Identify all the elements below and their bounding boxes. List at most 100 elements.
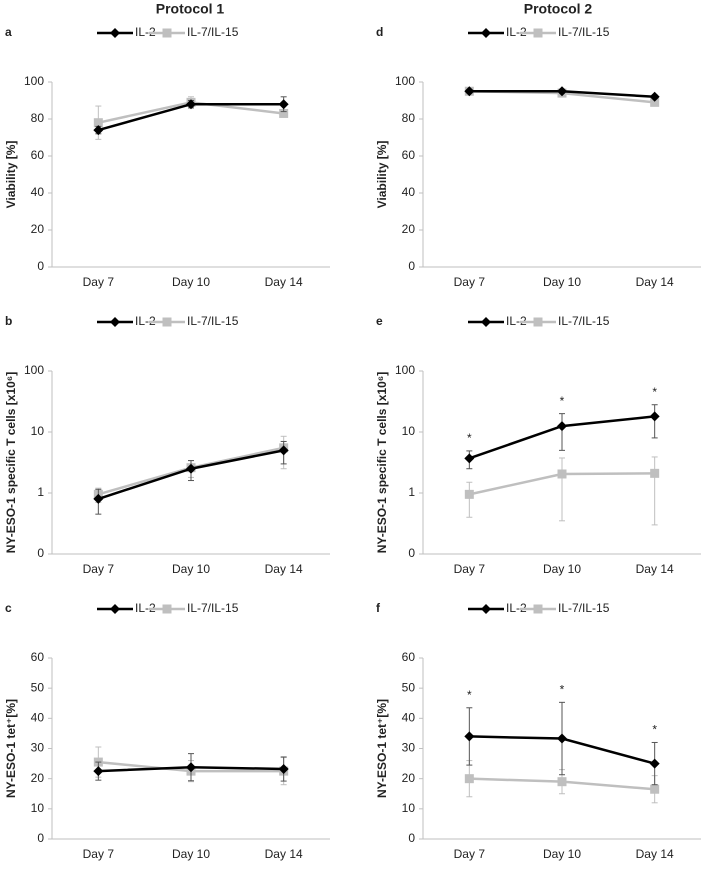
y-tick-label: 0 — [408, 546, 415, 560]
y-tick-label: 1 — [408, 485, 415, 499]
point — [533, 317, 543, 327]
point — [186, 762, 196, 773]
panel-label: a — [5, 25, 12, 39]
error-bar — [559, 413, 565, 451]
x-tick-label: Day 14 — [265, 847, 303, 861]
error-bar — [466, 481, 473, 518]
y-tick-label: 40 — [402, 711, 416, 725]
legend-label: IL-7/IL-15 — [187, 601, 239, 615]
legend-label: IL-2 — [506, 601, 527, 615]
y-tick-label: 0 — [37, 546, 44, 560]
point — [464, 731, 475, 742]
point — [278, 764, 289, 775]
y-tick-label: 10 — [402, 801, 416, 815]
legend-label: IL-7/IL-15 — [187, 314, 239, 328]
y-tick-label: 40 — [402, 185, 416, 199]
point — [481, 604, 491, 614]
y-axis-label: NY-ESO-1 tet⁺[%] — [375, 699, 389, 798]
column-header: Protocol 1 — [156, 1, 225, 17]
significance: * — [467, 431, 472, 445]
panel-label: b — [5, 314, 12, 328]
point — [93, 493, 104, 504]
y-axis-label: NY-ESO-1 tet⁺[%] — [4, 699, 18, 798]
point — [557, 86, 567, 97]
point — [557, 421, 567, 432]
point — [464, 86, 475, 97]
point — [557, 469, 567, 479]
x-tick-label: Day 7 — [83, 562, 115, 576]
y-tick-label: 20 — [402, 222, 416, 236]
point — [533, 604, 543, 614]
x-tick-label: Day 10 — [172, 562, 210, 576]
panel-label: d — [376, 25, 383, 39]
legend-label: IL-2 — [506, 314, 527, 328]
legend-label: IL-2 — [135, 314, 156, 328]
legend-label: IL-2 — [135, 601, 156, 615]
y-tick-label: 40 — [31, 185, 45, 199]
y-tick-label: 80 — [402, 111, 416, 125]
significance: * — [467, 688, 472, 702]
point — [649, 91, 660, 102]
x-tick-label: Day 10 — [543, 275, 581, 289]
point — [278, 99, 289, 110]
y-tick-label: 100 — [395, 74, 415, 88]
point — [650, 784, 660, 794]
y-axis-label: NY-ESO-1 specific T cells [x10⁶] — [375, 372, 389, 554]
point — [650, 468, 660, 478]
point — [110, 28, 120, 38]
y-axis-label: Viability [%] — [4, 141, 18, 209]
x-tick-label: Day 7 — [454, 562, 486, 576]
y-tick-label: 10 — [31, 801, 45, 815]
error-bar — [651, 456, 658, 526]
point — [481, 28, 491, 38]
x-tick-label: Day 10 — [543, 562, 581, 576]
point — [481, 317, 491, 327]
point — [533, 28, 543, 38]
x-tick-label: Day 14 — [265, 275, 303, 289]
column-header: Protocol 2 — [524, 1, 593, 17]
y-tick-label: 60 — [402, 148, 416, 162]
point — [93, 766, 104, 777]
error-bar — [559, 457, 565, 522]
y-tick-label: 0 — [408, 831, 415, 845]
point — [557, 733, 567, 744]
point — [464, 774, 474, 784]
point — [93, 118, 103, 128]
point — [650, 97, 660, 107]
point — [649, 758, 660, 769]
point — [557, 777, 567, 787]
y-tick-label: 60 — [31, 650, 45, 664]
y-tick-label: 100 — [24, 363, 44, 377]
y-tick-label: 0 — [37, 831, 44, 845]
x-tick-label: Day 7 — [83, 847, 115, 861]
significance: * — [652, 385, 657, 399]
point — [110, 317, 120, 327]
y-tick-label: 20 — [31, 222, 45, 236]
legend-label: IL-2 — [506, 25, 527, 39]
x-tick-label: Day 10 — [543, 847, 581, 861]
y-tick-label: 30 — [31, 741, 45, 755]
y-tick-label: 30 — [402, 741, 416, 755]
panel-label: e — [376, 314, 383, 328]
y-tick-label: 20 — [31, 771, 45, 785]
y-tick-label: 0 — [408, 259, 415, 273]
x-tick-label: Day 14 — [636, 275, 674, 289]
x-tick-label: Day 14 — [636, 562, 674, 576]
point — [162, 28, 172, 38]
x-tick-label: Day 7 — [454, 275, 486, 289]
point — [162, 604, 172, 614]
point — [186, 99, 196, 110]
point — [110, 604, 120, 614]
y-tick-label: 10 — [402, 424, 416, 438]
panel-label: f — [376, 601, 381, 615]
y-tick-label: 60 — [402, 650, 416, 664]
point — [186, 463, 196, 474]
y-tick-label: 0 — [37, 259, 44, 273]
significance: * — [560, 683, 565, 697]
point — [93, 125, 104, 136]
panel-label: c — [5, 601, 12, 615]
x-tick-label: Day 7 — [454, 847, 486, 861]
y-tick-label: 20 — [402, 771, 416, 785]
point — [279, 108, 289, 118]
